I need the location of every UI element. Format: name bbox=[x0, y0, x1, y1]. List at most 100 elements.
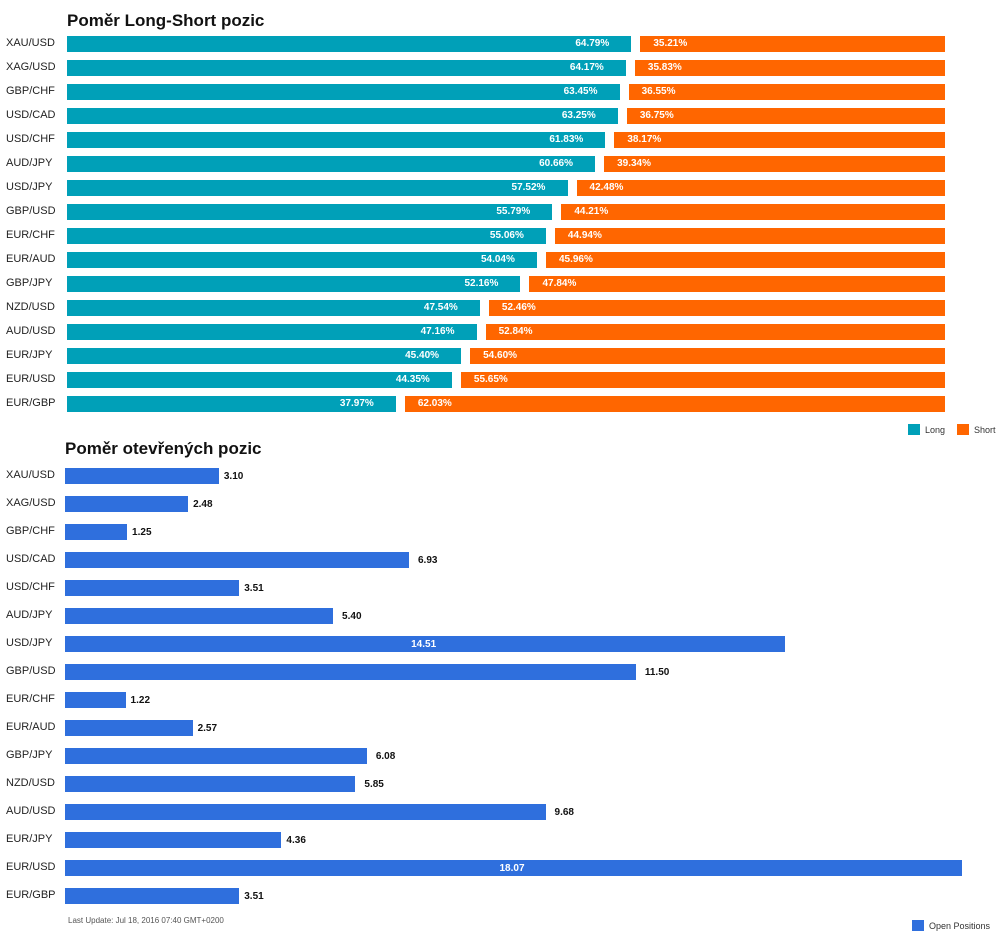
bar-short-eur-usd bbox=[460, 372, 945, 388]
row-label-xag-usd: XAG/USD bbox=[6, 61, 56, 73]
bar-open-gbp-chf bbox=[65, 524, 128, 540]
value-label-short-usd-cad: 36.75% bbox=[639, 110, 674, 121]
value-label-open-eur-gbp: 3.51 bbox=[244, 891, 264, 902]
value-label-long-xau-usd: 64.79% bbox=[575, 38, 610, 49]
row-label-gbp-chf: GBP/CHF bbox=[6, 85, 55, 97]
row-label-gbp-jpy: GBP/JPY bbox=[6, 277, 53, 289]
row-label-eur-aud: EUR/AUD bbox=[6, 253, 56, 265]
legend-long-short: Long Short bbox=[896, 424, 996, 435]
value-label-long-aud-usd: 47.16% bbox=[420, 326, 455, 337]
row-label-eur-chf: EUR/CHF bbox=[6, 229, 55, 241]
bar-open-eur-jpy bbox=[65, 832, 282, 848]
value-label-long-gbp-chf: 63.45% bbox=[563, 86, 598, 97]
bar-long-gbp-chf bbox=[67, 84, 620, 100]
value-label-short-nzd-usd: 52.46% bbox=[501, 302, 536, 313]
legend-item-open-positions[interactable]: Open Positions bbox=[912, 920, 990, 931]
bar-open-usd-chf bbox=[65, 580, 240, 596]
bar-open-aud-jpy bbox=[65, 608, 334, 624]
bar-short-gbp-jpy bbox=[529, 276, 945, 292]
bar-short-usd-chf bbox=[614, 132, 945, 148]
value-label-short-gbp-jpy: 47.84% bbox=[542, 278, 577, 289]
bar-short-eur-chf bbox=[554, 228, 945, 244]
bar-short-eur-gbp bbox=[404, 396, 945, 412]
row-label-open-eur-gbp: EUR/GBP bbox=[6, 889, 56, 901]
value-label-short-aud-usd: 52.84% bbox=[498, 326, 533, 337]
row-label-usd-cad: USD/CAD bbox=[6, 109, 56, 121]
bar-long-eur-chf bbox=[67, 228, 546, 244]
row-label-open-eur-jpy: EUR/JPY bbox=[6, 833, 53, 845]
value-label-short-eur-jpy: 54.60% bbox=[483, 350, 518, 361]
bar-short-eur-aud bbox=[545, 252, 945, 268]
bar-short-gbp-chf bbox=[628, 84, 945, 100]
bar-short-aud-jpy bbox=[604, 156, 945, 172]
value-label-long-eur-chf: 55.06% bbox=[489, 230, 524, 241]
bar-short-gbp-usd bbox=[561, 204, 945, 220]
row-label-eur-jpy: EUR/JPY bbox=[6, 349, 53, 361]
legend-label-short: Short bbox=[974, 424, 996, 435]
bar-open-usd-cad bbox=[65, 552, 409, 568]
row-label-open-usd-jpy: USD/JPY bbox=[6, 637, 53, 649]
bar-long-usd-chf bbox=[67, 132, 606, 148]
value-label-open-aud-jpy: 5.40 bbox=[342, 611, 362, 622]
row-label-usd-chf: USD/CHF bbox=[6, 133, 55, 145]
value-label-open-usd-chf: 3.51 bbox=[244, 583, 264, 594]
value-label-open-eur-usd: 18.07 bbox=[499, 863, 525, 874]
legend-swatch-open-positions bbox=[912, 920, 924, 931]
bar-open-nzd-usd bbox=[65, 776, 356, 792]
bar-short-xau-usd bbox=[640, 36, 945, 52]
bar-long-usd-cad bbox=[67, 108, 618, 124]
value-label-short-aud-jpy: 39.34% bbox=[617, 158, 652, 169]
bar-open-eur-aud bbox=[65, 720, 193, 736]
legend-swatch-short bbox=[957, 424, 970, 435]
bar-open-gbp-jpy bbox=[65, 748, 367, 764]
bar-open-usd-jpy bbox=[65, 636, 786, 652]
value-label-long-usd-cad: 63.25% bbox=[561, 110, 596, 121]
value-label-long-usd-jpy: 57.52% bbox=[511, 182, 546, 193]
bar-short-nzd-usd bbox=[488, 300, 945, 316]
bar-open-eur-chf bbox=[65, 692, 126, 708]
last-update-text: Last Update: Jul 18, 2016 07:40 GMT+0200 bbox=[68, 916, 224, 925]
value-label-short-eur-aud: 45.96% bbox=[558, 254, 593, 265]
row-label-open-nzd-usd: NZD/USD bbox=[6, 777, 55, 789]
value-label-open-gbp-usd: 11.50 bbox=[644, 667, 670, 678]
legend-swatch-long bbox=[908, 424, 920, 435]
value-label-open-usd-cad: 6.93 bbox=[418, 555, 438, 566]
value-label-open-aud-usd: 9.68 bbox=[554, 807, 574, 818]
bar-open-xag-usd bbox=[65, 496, 189, 512]
bar-short-usd-cad bbox=[626, 108, 945, 124]
legend-item-long[interactable]: Long bbox=[908, 424, 945, 435]
bar-short-eur-jpy bbox=[470, 348, 945, 364]
row-label-aud-usd: AUD/USD bbox=[6, 325, 56, 337]
bar-open-eur-gbp bbox=[65, 888, 240, 904]
value-label-long-eur-jpy: 45.40% bbox=[405, 350, 440, 361]
value-label-open-gbp-jpy: 6.08 bbox=[375, 751, 396, 762]
legend-label-open-positions: Open Positions bbox=[929, 920, 991, 931]
value-label-short-eur-usd: 55.65% bbox=[473, 374, 508, 385]
row-label-open-gbp-jpy: GBP/JPY bbox=[6, 749, 53, 761]
bar-long-usd-jpy bbox=[67, 180, 568, 196]
row-label-open-gbp-chf: GBP/CHF bbox=[6, 525, 55, 537]
value-label-short-usd-chf: 38.17% bbox=[627, 134, 662, 145]
value-label-open-eur-chf: 1.22 bbox=[130, 695, 151, 706]
row-label-open-aud-usd: AUD/USD bbox=[6, 805, 56, 817]
bar-long-eur-gbp bbox=[67, 396, 396, 412]
value-label-long-gbp-jpy: 52.16% bbox=[464, 278, 499, 289]
bar-long-gbp-usd bbox=[67, 204, 553, 220]
legend-item-short[interactable]: Short bbox=[957, 424, 996, 435]
value-label-open-eur-aud: 2.57 bbox=[197, 723, 218, 734]
row-label-aud-jpy: AUD/JPY bbox=[6, 157, 53, 169]
row-label-open-eur-usd: EUR/USD bbox=[6, 861, 56, 873]
value-label-long-aud-jpy: 60.66% bbox=[539, 158, 574, 169]
bar-long-eur-usd bbox=[67, 372, 452, 388]
value-label-long-eur-gbp: 37.97% bbox=[339, 398, 374, 409]
bar-short-xag-usd bbox=[634, 60, 945, 76]
row-label-gbp-usd: GBP/USD bbox=[6, 205, 56, 217]
bar-long-nzd-usd bbox=[67, 300, 480, 316]
row-label-open-aud-jpy: AUD/JPY bbox=[6, 609, 53, 621]
bar-open-gbp-usd bbox=[65, 664, 636, 680]
row-label-open-xau-usd: XAU/USD bbox=[6, 469, 55, 481]
row-label-nzd-usd: NZD/USD bbox=[6, 301, 55, 313]
value-label-long-gbp-usd: 55.79% bbox=[496, 206, 531, 217]
row-label-open-usd-chf: USD/CHF bbox=[6, 581, 55, 593]
value-label-open-usd-jpy: 14.51 bbox=[411, 639, 437, 650]
